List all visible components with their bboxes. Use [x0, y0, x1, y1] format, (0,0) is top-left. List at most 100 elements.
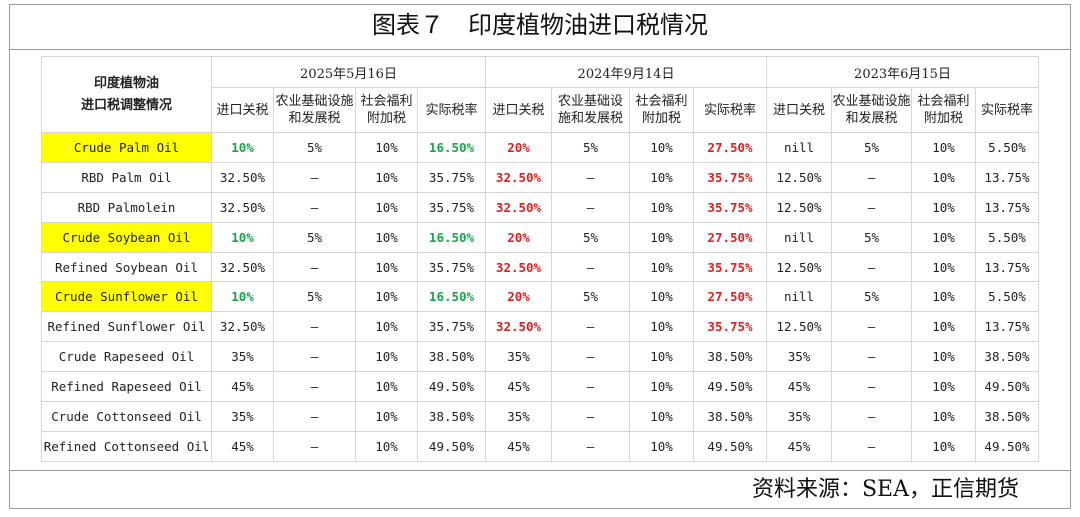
table-cell: —: [273, 401, 356, 432]
table-cell: —: [551, 401, 630, 432]
table-cell: —: [273, 430, 356, 462]
product-name: RBD Palmolein: [41, 191, 212, 223]
table-cell: —: [273, 371, 356, 403]
table-cell: 35%: [766, 341, 832, 373]
column-header: 农业基础设施和发展税: [831, 87, 912, 133]
column-header: 进口关税: [766, 87, 832, 133]
table-cell: 49.50%: [693, 371, 767, 403]
table-cell: 5%: [551, 281, 630, 313]
table-cell: 20%: [485, 132, 552, 163]
product-name: Crude Rapeseed Oil: [41, 341, 212, 373]
table-row: Crude Soybean Oil 10% 5% 10% 16.50% 20% 5% 10% 2…: [41, 221, 1039, 253]
column-header: 实际税率: [975, 87, 1039, 133]
table-cell: 10%: [911, 251, 976, 283]
product-name: Refined Soybean Oil: [41, 251, 212, 283]
table-cell: 10%: [911, 341, 976, 373]
table-cell: —: [831, 251, 912, 283]
table-row: Crude Sunflower Oil 10% 5% 10% 16.50% 20% 5% 10…: [41, 281, 1039, 313]
table-cell: 13.75%: [975, 191, 1039, 223]
column-header: 农业基础设施和发展税: [273, 87, 356, 133]
table-cell: 27.50%: [693, 221, 767, 253]
table-cell: 35%: [211, 341, 274, 373]
table-cell: nill: [766, 221, 832, 253]
table-cell: 45%: [485, 371, 552, 403]
table-cell: 10%: [355, 341, 418, 373]
table-cell: 5%: [551, 221, 630, 253]
table-cell: 13.75%: [975, 311, 1039, 343]
table-cell: 13.75%: [975, 251, 1039, 283]
table-cell: 10%: [355, 251, 418, 283]
table-cell: 10%: [355, 311, 418, 343]
table-cell: 5%: [273, 221, 356, 253]
column-header: 社会福利附加税: [355, 87, 418, 133]
table-cell: —: [273, 161, 356, 193]
table-cell: 38.50%: [975, 341, 1039, 373]
table-cell: —: [551, 341, 630, 373]
figure-title: 图表７ 印度植物油进口税情况: [9, 4, 1071, 50]
table-row: RBD Palm Oil 32.50% —10% 35.75% 32.50% —10% 35…: [41, 161, 1039, 193]
table-cell: 5%: [273, 281, 356, 313]
period-header: 2023年6月15日: [766, 56, 1039, 88]
table-cell: 10%: [629, 341, 694, 373]
column-header: 进口关税: [211, 87, 274, 133]
table-cell: 35.75%: [693, 161, 767, 193]
table-cell: —: [273, 341, 356, 373]
table-cell: 32.50%: [211, 191, 274, 223]
table-cell: —: [273, 251, 356, 283]
table-cell: 35%: [766, 401, 832, 432]
table-cell: 10%: [355, 132, 418, 163]
table-cell: 20%: [485, 281, 552, 313]
tax-table: 印度植物油 进口税调整情况 2025年5月16日 2024年9月14日 2023年6月1…: [41, 56, 1039, 462]
table-cell: 10%: [355, 221, 418, 253]
table-cell: —: [551, 311, 630, 343]
table-cell: 35.75%: [693, 311, 767, 343]
table-cell: 27.50%: [693, 281, 767, 313]
table-cell: 35.75%: [417, 191, 486, 223]
table-cell: —: [551, 430, 630, 462]
table-cell: 20%: [485, 221, 552, 253]
table-cell: 10%: [911, 371, 976, 403]
table-cell: 45%: [766, 371, 832, 403]
table-cell: 10%: [629, 311, 694, 343]
table-cell: 35%: [211, 401, 274, 432]
table-cell: 49.50%: [975, 430, 1039, 462]
column-header: 进口关税: [485, 87, 552, 133]
table-cell: nill: [766, 132, 832, 163]
table-cell: 49.50%: [693, 430, 767, 462]
table-cell: 5%: [551, 132, 630, 163]
table-cell: 10%: [911, 430, 976, 462]
table-cell: 12.50%: [766, 311, 832, 343]
table-cell: 10%: [629, 251, 694, 283]
table-cell: 16.50%: [417, 221, 486, 253]
table-row: Crude Palm Oil 10% 5% 10% 16.50% 20% 5% 10% 27.5…: [41, 132, 1039, 163]
table-cell: —: [551, 191, 630, 223]
table-cell: nill: [766, 281, 832, 313]
table-cell: 45%: [485, 430, 552, 462]
table-cell: 13.75%: [975, 161, 1039, 193]
table-cell: —: [831, 191, 912, 223]
table-cell: 45%: [211, 371, 274, 403]
table-cell: 5.50%: [975, 221, 1039, 253]
table-row: Refined Rapeseed Oil 45% —10% 49.50% 45% —10%…: [41, 371, 1039, 403]
table-cell: 35%: [485, 341, 552, 373]
table-cell: 49.50%: [417, 371, 486, 403]
table-cell: 10%: [629, 430, 694, 462]
table-cell: 32.50%: [485, 161, 552, 193]
table-cell: 27.50%: [693, 132, 767, 163]
period-header-row: 印度植物油 进口税调整情况 2025年5月16日 2024年9月14日 2023年6月1…: [41, 56, 1039, 133]
table-cell: 10%: [355, 430, 418, 462]
table-cell: 38.50%: [417, 401, 486, 432]
table-cell: —: [551, 161, 630, 193]
table-cell: —: [831, 311, 912, 343]
table-cell: 5%: [273, 132, 356, 163]
product-name: Crude Sunflower Oil: [41, 281, 212, 313]
table-cell: 10%: [355, 371, 418, 403]
table-cell: —: [273, 191, 356, 223]
table-cell: 38.50%: [693, 401, 767, 432]
product-name: RBD Palm Oil: [41, 161, 212, 193]
table-row: Refined Sunflower Oil 32.50% —10% 35.75% 32.…: [41, 311, 1039, 343]
table-cell: 12.50%: [766, 251, 832, 283]
column-header: 社会福利附加税: [629, 87, 694, 133]
table-cell: 10%: [211, 132, 274, 163]
table-cell: 32.50%: [485, 251, 552, 283]
